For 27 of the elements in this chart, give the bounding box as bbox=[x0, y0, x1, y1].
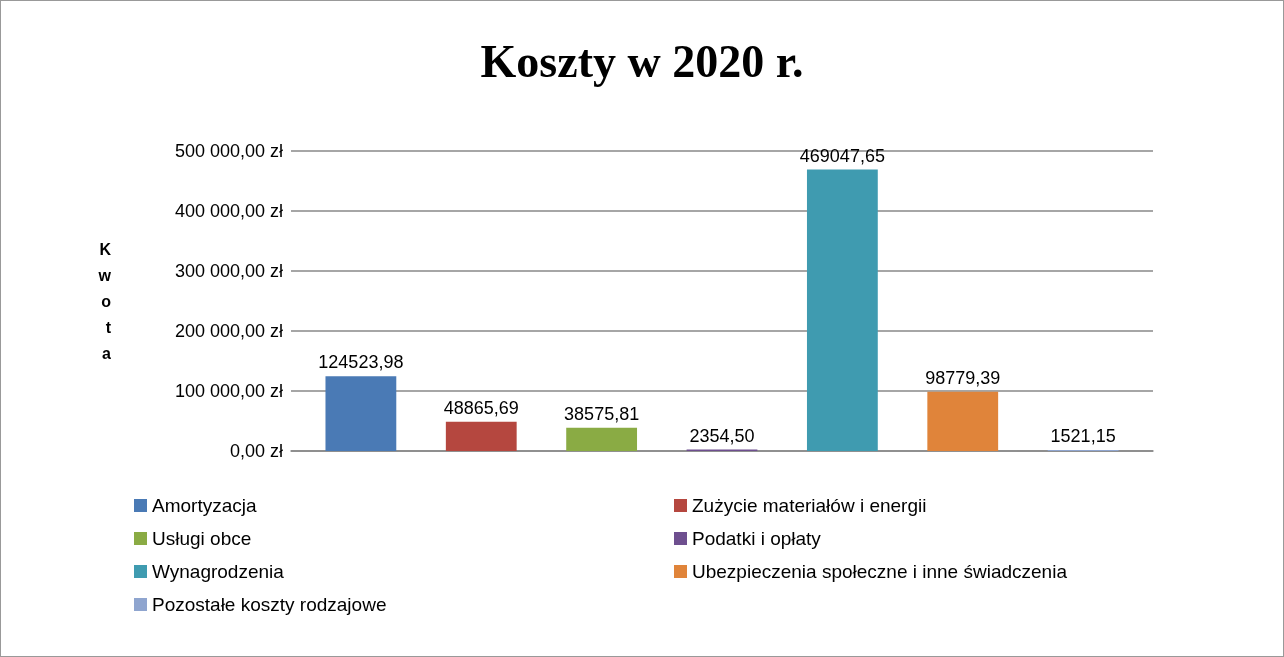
y-tick-label: 0,00 zł bbox=[229, 441, 283, 461]
data-label: 38575,81 bbox=[564, 403, 640, 424]
bar bbox=[325, 376, 397, 451]
data-label: 124523,98 bbox=[318, 352, 404, 373]
y-tick-label: 300 000,00 zł bbox=[174, 261, 283, 281]
data-label: 1521,15 bbox=[1050, 426, 1116, 447]
legend-label: Ubezpieczenia społeczne i inne świadczenia bbox=[692, 561, 1068, 582]
legend-label: Usługi obce bbox=[152, 528, 252, 549]
legend-label: Wynagrodzenia bbox=[152, 561, 285, 582]
data-label: 48865,69 bbox=[443, 397, 519, 418]
y-tick-label: 100 000,00 zł bbox=[174, 381, 283, 401]
chart-title: Koszty w 2020 r. bbox=[480, 35, 804, 87]
legend-label: Podatki i opłaty bbox=[692, 528, 822, 549]
y-tick-label: 200 000,00 zł bbox=[174, 321, 283, 341]
bar bbox=[566, 427, 638, 451]
data-label: 98779,39 bbox=[925, 367, 1001, 388]
legend-label: Amortyzacja bbox=[152, 495, 257, 516]
bar bbox=[445, 421, 517, 451]
bar bbox=[806, 169, 878, 451]
y-tick-label: 500 000,00 zł bbox=[174, 141, 283, 161]
data-label: 2354,50 bbox=[689, 425, 755, 446]
data-label: 469047,65 bbox=[799, 145, 885, 166]
y-axis-title: Kwota bbox=[97, 240, 112, 362]
legend-label: Pozostałe koszty rodzajowe bbox=[152, 594, 387, 615]
legend-label: Zużycie materiałów i energii bbox=[692, 495, 927, 516]
y-tick-label: 400 000,00 zł bbox=[174, 201, 283, 221]
bar bbox=[927, 391, 999, 451]
